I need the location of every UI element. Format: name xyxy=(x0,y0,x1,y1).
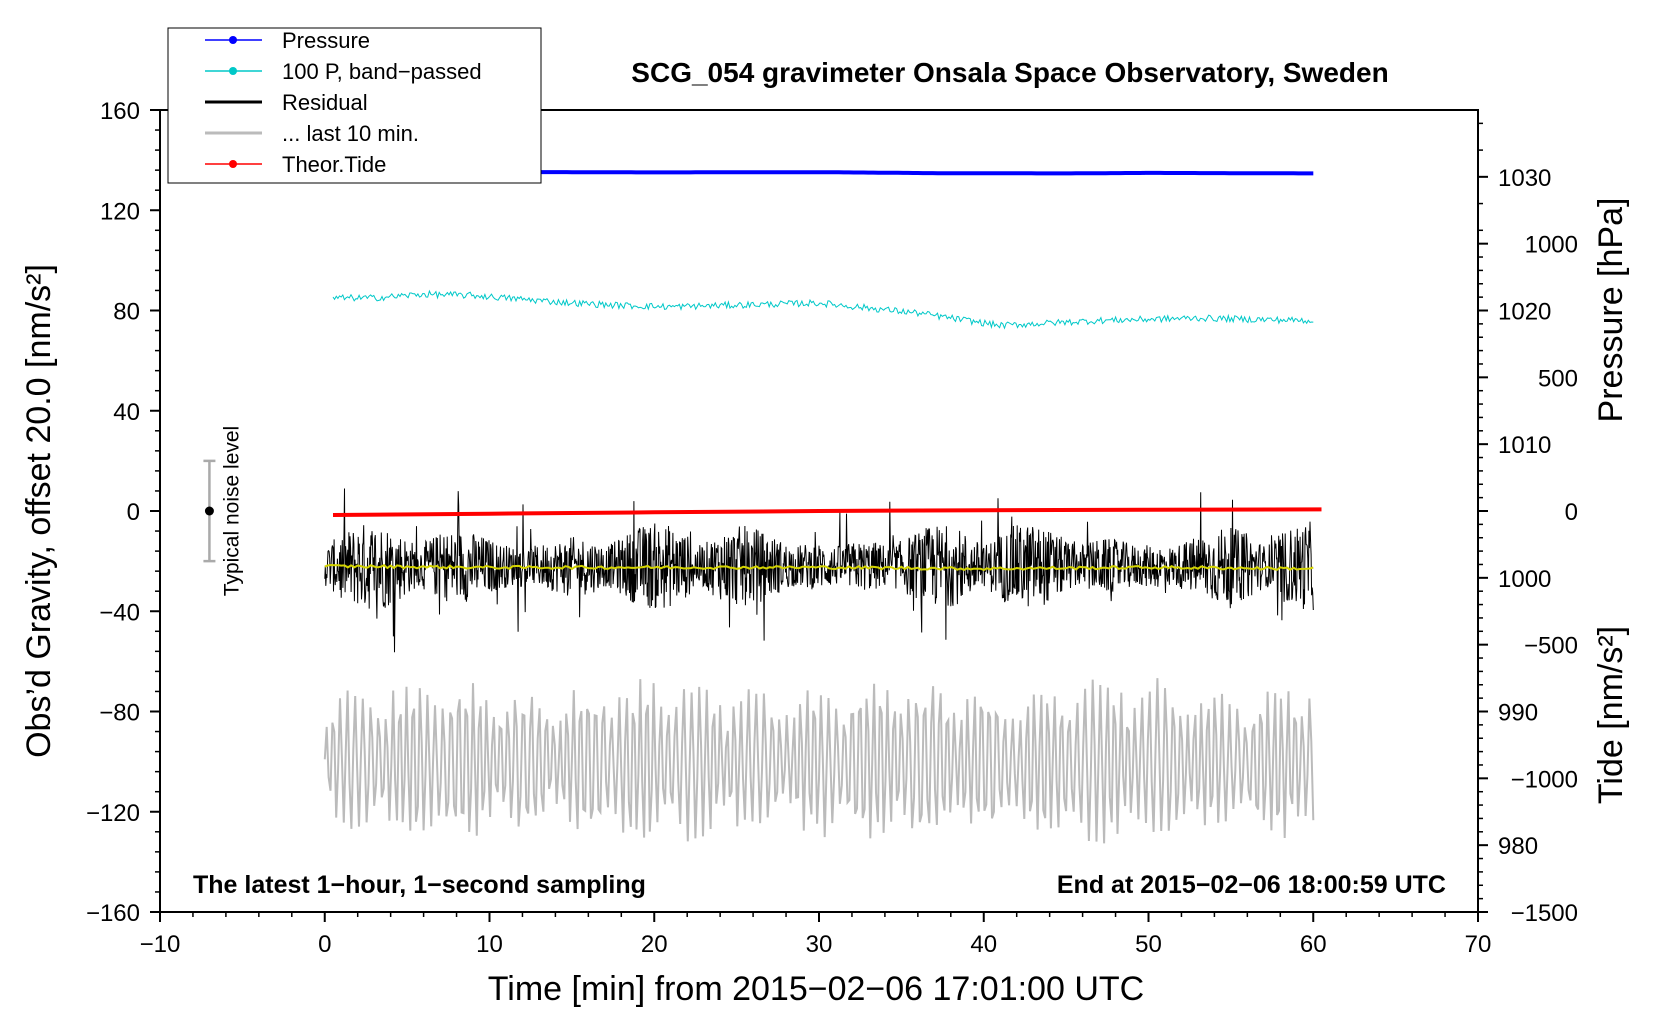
legend-label: 100 P, band−passed xyxy=(282,59,482,84)
x-tick-label: 30 xyxy=(806,931,833,958)
y-tick-label: −40 xyxy=(99,599,140,626)
x-axis-title: Time [min] from 2015−02−06 17:01:00 UTC xyxy=(488,970,1144,1008)
y-tick-label: 120 xyxy=(100,198,140,225)
tide-tick-label: −1500 xyxy=(1511,900,1578,927)
tide-tick-label: 500 xyxy=(1538,365,1578,392)
y-axis-title-tide: Tide [nm/s²] xyxy=(1592,626,1630,804)
pressure-tick-label: 990 xyxy=(1498,700,1538,727)
pressure-tick-label: 1020 xyxy=(1498,299,1551,326)
legend: Pressure 100 P, band−passed Residual ... la… xyxy=(167,27,542,184)
pressure-tick-label: 1000 xyxy=(1498,566,1551,593)
y-axis-title-pressure: Pressure [hPa] xyxy=(1592,198,1630,423)
legend-marker xyxy=(229,160,237,168)
series-band-passed-pressure xyxy=(332,289,1314,330)
x-tick-label: 40 xyxy=(970,931,997,958)
note-end-time: End at 2015−02−06 18:00:59 UTC xyxy=(1057,871,1446,899)
y-tick-label: −120 xyxy=(86,800,140,827)
series-residual xyxy=(324,488,1314,653)
tide-tick-label: −500 xyxy=(1524,633,1578,660)
tide-tick-label: 1000 xyxy=(1525,232,1578,259)
legend-label: Theor.Tide xyxy=(282,152,386,177)
noise-level-label: Typical noise level xyxy=(220,426,243,596)
y-axis-title-gravity: Obs’d Gravity, offset 20.0 [nm/s²] xyxy=(20,264,58,758)
x-tick-label: 20 xyxy=(641,931,668,958)
legend-label: ... last 10 min. xyxy=(282,121,419,146)
series-layer xyxy=(323,169,1322,844)
y-tick-label: 80 xyxy=(113,299,140,326)
y-tick-label: 0 xyxy=(127,499,140,526)
tide-tick-label: 0 xyxy=(1565,499,1578,526)
legend-label: Pressure xyxy=(282,28,370,53)
series-last-10-min xyxy=(323,678,1315,844)
legend-marker xyxy=(229,67,237,75)
noise-center-dot xyxy=(204,506,214,516)
series-theoretical-tide xyxy=(332,507,1322,517)
x-tick-label: −10 xyxy=(140,931,181,958)
y-tick-label: −160 xyxy=(86,900,140,927)
x-tick-label: 0 xyxy=(318,931,331,958)
y-tick-label: 160 xyxy=(100,98,140,125)
x-tick-label: 50 xyxy=(1135,931,1162,958)
legend-marker xyxy=(229,36,237,44)
tide-tick-label: −1000 xyxy=(1511,766,1578,793)
legend-label: Residual xyxy=(282,90,368,115)
y-tick-label: −80 xyxy=(99,700,140,727)
chart-title: SCG_054 gravimeter Onsala Space Observat… xyxy=(631,57,1388,88)
x-tick-label: 70 xyxy=(1465,931,1492,958)
pressure-tick-label: 1010 xyxy=(1498,432,1551,459)
legend-box xyxy=(167,27,542,184)
series-residual-smoothed xyxy=(324,563,1314,572)
pressure-tick-label: 980 xyxy=(1498,833,1538,860)
x-tick-label: 10 xyxy=(476,931,503,958)
noise-level-indicator: Typical noise level xyxy=(203,426,243,596)
pressure-tick-label: 1030 xyxy=(1498,165,1551,192)
y-tick-label: 40 xyxy=(113,399,140,426)
axis-ticks: −10 0 10 20 30 40 50 60 70−160−120−80−4004080120… xyxy=(86,98,1578,958)
x-tick-label: 60 xyxy=(1300,931,1327,958)
note-sampling: The latest 1−hour, 1−second sampling xyxy=(193,871,646,899)
